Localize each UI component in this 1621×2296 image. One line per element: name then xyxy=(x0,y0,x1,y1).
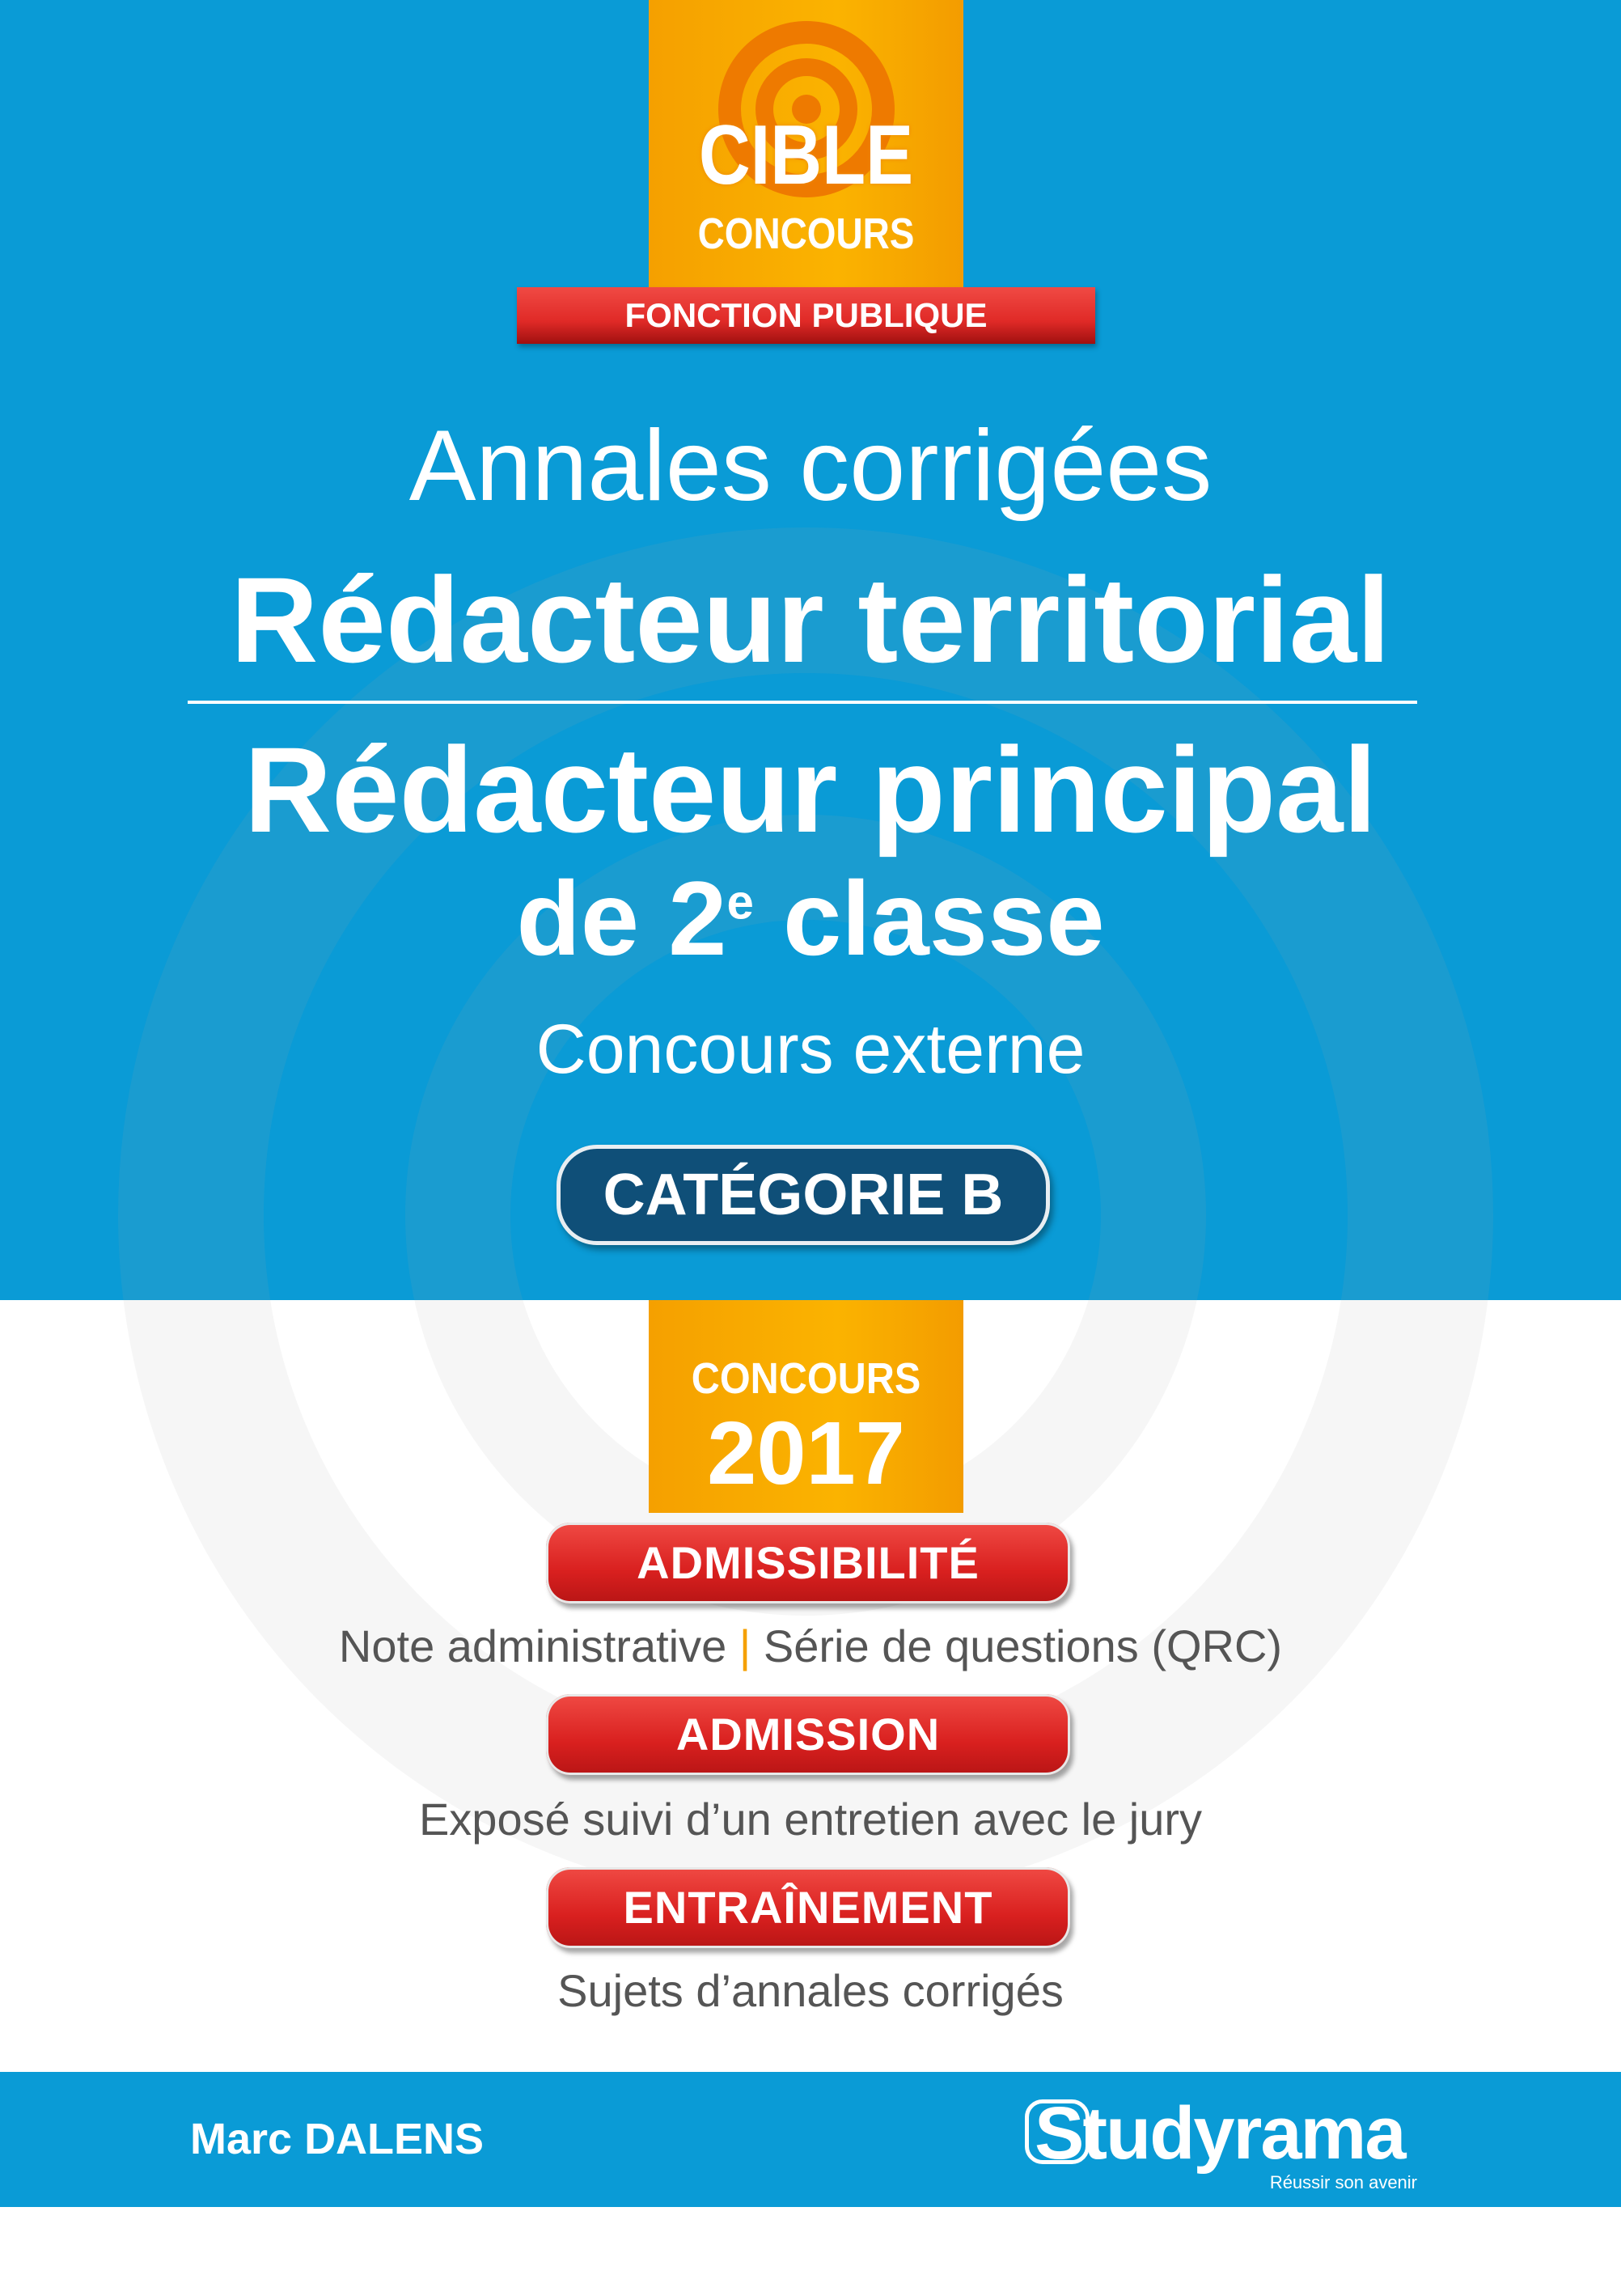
series-title: CIBLE xyxy=(698,108,914,202)
target-icon xyxy=(718,21,895,197)
author: Marc DALENS xyxy=(190,2115,485,2163)
category-badge: CATÉGORIE B xyxy=(557,1145,1050,1245)
title-line-1: Rédacteur territorial xyxy=(231,552,1390,688)
year-label: CONCOURS xyxy=(691,1354,921,1403)
publisher-logo: Studyrama Réussir son avenir xyxy=(1025,2096,1417,2193)
title-line-3-prefix: de 2 xyxy=(516,859,727,977)
title-line-3: de 2e classe xyxy=(0,858,1621,979)
separator: | xyxy=(739,1620,751,1671)
series-subtitle: CONCOURS xyxy=(697,210,915,258)
desc-b: Série de questions (QRC) xyxy=(763,1620,1283,1671)
desc-a: Note administrative xyxy=(338,1620,727,1671)
subtitle: Concours externe xyxy=(535,1010,1086,1088)
section-admission-desc: Exposé suivi d’un entretien avec le jury xyxy=(418,1794,1203,1845)
title-divider xyxy=(188,701,1417,704)
section-entrainement-desc: Sujets d’annales corrigés xyxy=(557,1965,1064,2016)
year-ribbon: CONCOURS 2017 xyxy=(649,1300,963,1513)
kicker: Annales corrigées xyxy=(408,410,1213,522)
fonction-publique-banner: FONCTION PUBLIQUE xyxy=(517,287,1095,344)
footer-band: Marc DALENS Studyrama Réussir son avenir xyxy=(0,2072,1621,2207)
series-ribbon: CIBLE CONCOURS xyxy=(649,0,963,291)
title-line-2: Rédacteur principal xyxy=(243,722,1378,858)
logo-frame xyxy=(1025,2099,1090,2164)
section-entrainement: ENTRAÎNEMENT xyxy=(546,1867,1070,1948)
year-value: 2017 xyxy=(707,1404,905,1503)
section-admissibilite-desc: Note administrative | Série de questions… xyxy=(0,1620,1621,1672)
publisher-name: Studyrama xyxy=(1035,2092,1406,2175)
section-admissibilite: ADMISSIBILITÉ xyxy=(546,1523,1070,1603)
title-line-3-suffix: classe xyxy=(753,859,1105,977)
publisher-tagline: Réussir son avenir xyxy=(1269,2172,1417,2192)
title-line-3-sup: e xyxy=(726,875,754,930)
section-admission: ADMISSION xyxy=(546,1694,1070,1775)
